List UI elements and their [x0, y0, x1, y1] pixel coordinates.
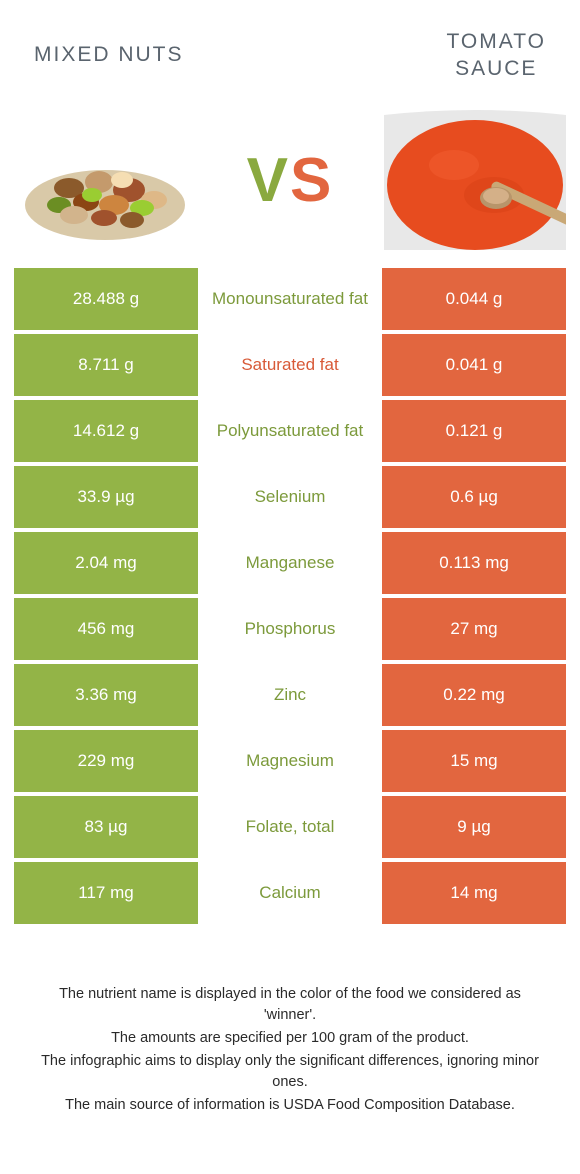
nutrient-name: Monounsaturated fat [198, 268, 382, 330]
nutrient-right-value: 0.041 g [382, 334, 566, 396]
nutrient-left-value: 14.612 g [14, 400, 198, 462]
nutrient-right-value: 9 µg [382, 796, 566, 858]
nutrient-right-value: 15 mg [382, 730, 566, 792]
vs-s: S [290, 146, 333, 215]
table-row: 117 mgCalcium14 mg [14, 862, 566, 924]
footer-line-2: The amounts are specified per 100 gram o… [34, 1028, 546, 1049]
footer-line-1: The nutrient name is displayed in the co… [34, 984, 546, 1026]
nutrient-left-value: 28.488 g [14, 268, 198, 330]
table-row: 456 mgPhosphorus27 mg [14, 598, 566, 660]
table-row: 83 µgFolate, total9 µg [14, 796, 566, 858]
nutrient-name: Saturated fat [198, 334, 382, 396]
table-row: 3.36 mgZinc0.22 mg [14, 664, 566, 726]
table-row: 8.711 gSaturated fat0.041 g [14, 334, 566, 396]
nutrient-right-value: 0.6 µg [382, 466, 566, 528]
table-row: 28.488 gMonounsaturated fat0.044 g [14, 268, 566, 330]
table-row: 229 mgMagnesium15 mg [14, 730, 566, 792]
images-row: VS [14, 110, 566, 268]
nutrient-name: Manganese [198, 532, 382, 594]
nutrient-name: Phosphorus [198, 598, 382, 660]
table-row: 14.612 gPolyunsaturated fat0.121 g [14, 400, 566, 462]
footer-line-3: The infographic aims to display only the… [34, 1051, 546, 1093]
nutrient-name: Calcium [198, 862, 382, 924]
left-food-title: MIXED NUTS [34, 41, 184, 68]
right-food-title: TOMATO SAUCE [446, 28, 546, 83]
nutrient-name: Folate, total [198, 796, 382, 858]
nutrient-left-value: 3.36 mg [14, 664, 198, 726]
table-row: 2.04 mgManganese0.113 mg [14, 532, 566, 594]
nutrient-left-value: 229 mg [14, 730, 198, 792]
nutrient-table: 28.488 gMonounsaturated fat0.044 g8.711 … [14, 268, 566, 924]
table-row: 33.9 µgSelenium0.6 µg [14, 466, 566, 528]
footer-notes: The nutrient name is displayed in the co… [14, 984, 566, 1116]
nutrient-left-value: 456 mg [14, 598, 198, 660]
nutrient-name: Zinc [198, 664, 382, 726]
nutrient-name: Polyunsaturated fat [198, 400, 382, 462]
nutrient-right-value: 27 mg [382, 598, 566, 660]
nutrient-right-value: 0.044 g [382, 268, 566, 330]
nutrient-right-value: 0.22 mg [382, 664, 566, 726]
vs-label: VS [247, 145, 334, 216]
nutrient-right-value: 0.121 g [382, 400, 566, 462]
nutrient-left-value: 33.9 µg [14, 466, 198, 528]
mixed-nuts-image [14, 110, 196, 250]
nutrient-left-value: 117 mg [14, 862, 198, 924]
footer-line-4: The main source of information is USDA F… [34, 1095, 546, 1116]
header: MIXED NUTS TOMATO SAUCE [14, 20, 566, 110]
nutrient-left-value: 83 µg [14, 796, 198, 858]
nutrient-left-value: 2.04 mg [14, 532, 198, 594]
tomato-sauce-image [384, 110, 566, 250]
nutrient-right-value: 0.113 mg [382, 532, 566, 594]
nutrient-name: Selenium [198, 466, 382, 528]
nutrient-name: Magnesium [198, 730, 382, 792]
nutrient-left-value: 8.711 g [14, 334, 198, 396]
nutrient-right-value: 14 mg [382, 862, 566, 924]
vs-v: V [247, 146, 290, 215]
